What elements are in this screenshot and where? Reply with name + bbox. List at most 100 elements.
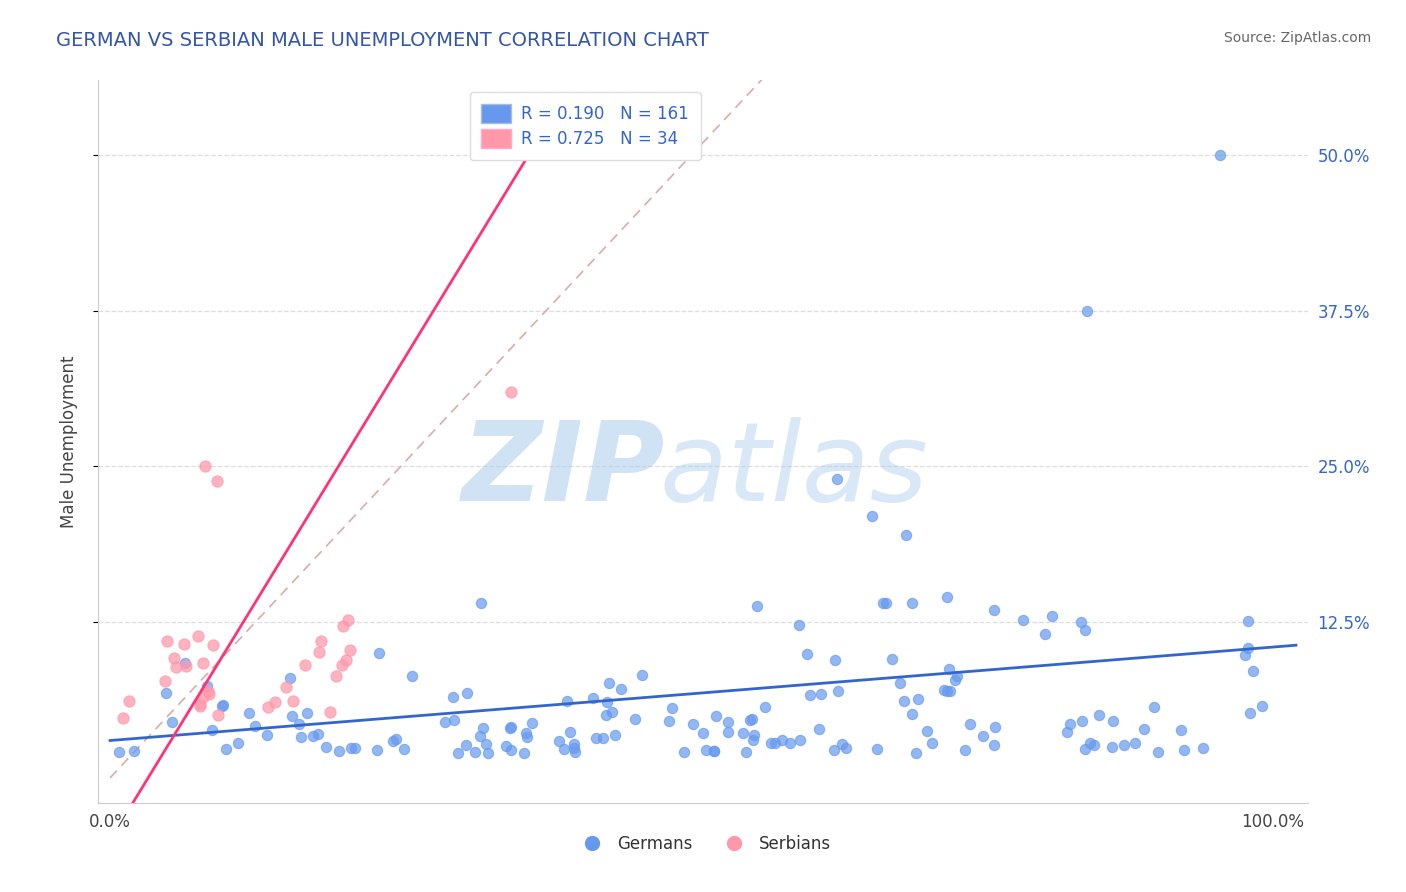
Point: [1147, 745, 1170, 759]
Point: [477, 746, 499, 760]
Point: [740, 714, 762, 728]
Point: [866, 741, 889, 756]
Point: [1191, 741, 1213, 756]
Point: [515, 726, 537, 740]
Point: [165, 660, 187, 674]
Point: [307, 727, 329, 741]
Point: [325, 669, 347, 683]
Point: [799, 688, 821, 702]
Point: [741, 712, 763, 726]
Point: [592, 731, 614, 745]
Point: [808, 723, 831, 737]
Point: [682, 716, 704, 731]
Point: [825, 472, 848, 486]
Point: [754, 699, 776, 714]
Point: [943, 673, 966, 687]
Point: [111, 711, 134, 725]
Point: [1239, 706, 1261, 720]
Point: [1070, 714, 1092, 729]
Point: [733, 726, 755, 740]
Point: [108, 745, 131, 759]
Point: [946, 669, 969, 683]
Point: [194, 459, 217, 474]
Point: [959, 717, 981, 731]
Point: [553, 742, 575, 756]
Point: [631, 668, 654, 682]
Point: [263, 695, 285, 709]
Point: [673, 745, 696, 759]
Point: [155, 686, 177, 700]
Point: [936, 684, 959, 698]
Point: [215, 742, 238, 756]
Point: [704, 708, 727, 723]
Point: [198, 687, 221, 701]
Point: [1123, 736, 1146, 750]
Point: [499, 722, 522, 736]
Point: [1173, 742, 1195, 756]
Point: [983, 603, 1005, 617]
Point: [609, 681, 631, 696]
Point: [174, 658, 197, 673]
Point: [1056, 725, 1078, 739]
Point: [1209, 148, 1232, 162]
Point: [835, 741, 858, 756]
Point: [1170, 723, 1192, 737]
Point: [315, 740, 337, 755]
Point: [1070, 615, 1092, 630]
Point: [938, 683, 960, 698]
Point: [163, 651, 186, 665]
Point: [658, 714, 681, 728]
Point: [173, 656, 195, 670]
Point: [160, 714, 183, 729]
Point: [1243, 665, 1265, 679]
Point: [382, 734, 405, 748]
Point: [779, 736, 801, 750]
Point: [443, 714, 465, 728]
Point: [860, 509, 883, 524]
Point: [938, 662, 960, 676]
Point: [1078, 736, 1101, 750]
Point: [695, 743, 717, 757]
Point: [1112, 738, 1135, 752]
Point: [787, 618, 810, 632]
Point: [1083, 738, 1105, 752]
Point: [243, 718, 266, 732]
Point: [212, 698, 235, 713]
Point: [295, 706, 318, 720]
Point: [1143, 699, 1166, 714]
Point: [1033, 627, 1056, 641]
Point: [1133, 722, 1156, 736]
Point: [330, 657, 353, 672]
Point: [191, 656, 214, 670]
Point: [547, 733, 569, 747]
Point: [201, 723, 224, 737]
Point: [205, 475, 228, 489]
Point: [1250, 698, 1272, 713]
Point: [901, 597, 924, 611]
Point: [917, 724, 939, 739]
Point: [516, 731, 538, 745]
Point: [703, 744, 725, 758]
Point: [288, 717, 311, 731]
Point: [763, 736, 786, 750]
Point: [810, 687, 832, 701]
Point: [501, 720, 523, 734]
Point: [118, 693, 141, 707]
Point: [745, 599, 768, 613]
Y-axis label: Male Unemployment: Male Unemployment: [59, 355, 77, 528]
Point: [623, 712, 645, 726]
Point: [831, 737, 853, 751]
Point: [741, 732, 763, 747]
Point: [882, 652, 904, 666]
Point: [512, 746, 534, 760]
Point: [471, 721, 494, 735]
Point: [283, 694, 305, 708]
Point: [367, 646, 389, 660]
Point: [595, 695, 617, 709]
Point: [173, 637, 195, 651]
Point: [499, 743, 522, 757]
Point: [562, 737, 585, 751]
Point: [595, 708, 617, 723]
Point: [875, 597, 897, 611]
Point: [193, 690, 215, 704]
